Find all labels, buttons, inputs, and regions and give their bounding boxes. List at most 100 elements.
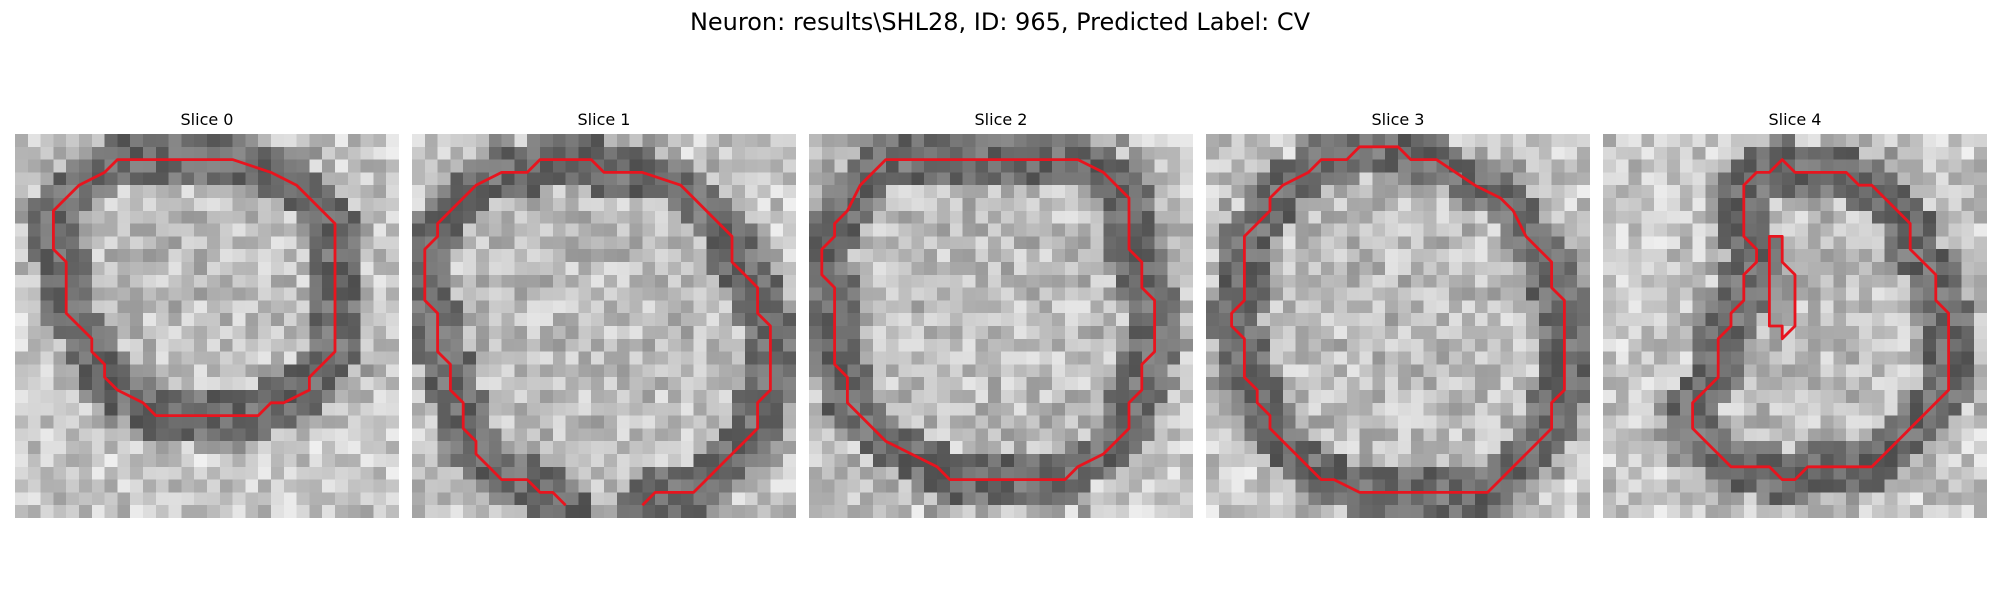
- pixel: [1743, 146, 1757, 160]
- pixel: [1667, 505, 1681, 518]
- pixel: [757, 249, 771, 263]
- pixel: [412, 492, 426, 506]
- pixel: [552, 185, 566, 199]
- pixel: [322, 262, 336, 276]
- pixel: [1564, 479, 1578, 493]
- pixel: [1077, 249, 1091, 263]
- pixel: [1052, 262, 1066, 276]
- pixel: [450, 505, 464, 518]
- pixel: [1065, 338, 1079, 352]
- pixel: [1500, 262, 1514, 276]
- pixel: [1090, 466, 1104, 480]
- pixel: [335, 364, 349, 378]
- pixel: [1282, 326, 1296, 340]
- pixel: [1743, 159, 1757, 173]
- pixel: [1756, 262, 1770, 276]
- pixel: [770, 428, 784, 442]
- pixel: [988, 402, 1002, 416]
- pixel: [988, 146, 1002, 160]
- pixel: [79, 159, 93, 173]
- pixel: [1500, 415, 1514, 429]
- pixel: [1551, 300, 1565, 314]
- pixel: [1577, 492, 1590, 506]
- pixel: [937, 415, 951, 429]
- pixel: [1167, 185, 1181, 199]
- pixel: [821, 287, 835, 301]
- pixel: [1308, 313, 1322, 327]
- pixel: [1013, 454, 1027, 468]
- pixel: [1500, 441, 1514, 455]
- pixel: [1039, 415, 1053, 429]
- pixel: [424, 441, 438, 455]
- pixel: [1065, 210, 1079, 224]
- pixel: [1487, 223, 1501, 237]
- pixel: [1180, 466, 1193, 480]
- pixel: [809, 134, 823, 148]
- pixel: [1385, 428, 1399, 442]
- pixel: [937, 146, 951, 160]
- pixel: [1859, 454, 1873, 468]
- pixel: [1026, 505, 1040, 518]
- pixel: [680, 326, 694, 340]
- pixel: [1743, 313, 1757, 327]
- pixel: [693, 185, 707, 199]
- pixel: [104, 146, 118, 160]
- pixel: [79, 146, 93, 160]
- pixel: [1449, 313, 1463, 327]
- pixel: [1897, 326, 1911, 340]
- pixel: [232, 415, 246, 429]
- pixel: [1974, 287, 1987, 301]
- pixel: [1462, 466, 1476, 480]
- pixel: [450, 185, 464, 199]
- pixel: [79, 262, 93, 276]
- pixel: [1013, 313, 1027, 327]
- pixel: [1346, 172, 1360, 186]
- pixel: [1026, 236, 1040, 250]
- pixel: [79, 185, 93, 199]
- pixel: [540, 441, 554, 455]
- pixel: [1718, 262, 1732, 276]
- pixel: [322, 300, 336, 314]
- pixel: [155, 338, 169, 352]
- pixel: [642, 274, 656, 288]
- pixel: [501, 146, 515, 160]
- pixel: [1270, 377, 1284, 391]
- pixel: [1718, 466, 1732, 480]
- pixel: [719, 300, 733, 314]
- pixel: [296, 249, 310, 263]
- pixel: [655, 326, 669, 340]
- pixel: [1615, 172, 1629, 186]
- pixel: [1308, 249, 1322, 263]
- pixel: [1961, 364, 1975, 378]
- pixel: [450, 479, 464, 493]
- pixel: [1974, 428, 1987, 442]
- pixel: [642, 223, 656, 237]
- pixel: [424, 262, 438, 276]
- pixel: [40, 338, 54, 352]
- pixel: [1141, 134, 1155, 148]
- pixel: [1116, 505, 1130, 518]
- pixel: [732, 415, 746, 429]
- pixel: [488, 454, 502, 468]
- pixel: [1218, 185, 1232, 199]
- pixel: [565, 300, 579, 314]
- pixel: [53, 454, 67, 468]
- pixel: [1270, 351, 1284, 365]
- pixel: [1731, 466, 1745, 480]
- pixel: [476, 466, 490, 480]
- pixel: [271, 505, 285, 518]
- pixel: [309, 415, 323, 429]
- pixel: [1679, 249, 1693, 263]
- pixel: [1769, 454, 1783, 468]
- pixel: [1743, 377, 1757, 391]
- pixel: [1218, 134, 1232, 148]
- pixel: [1935, 287, 1949, 301]
- pixel: [1897, 274, 1911, 288]
- pixel: [1679, 338, 1693, 352]
- pixel: [1487, 377, 1501, 391]
- pixel: [1500, 313, 1514, 327]
- pixel: [642, 441, 656, 455]
- pixel: [1846, 262, 1860, 276]
- pixel: [1910, 159, 1924, 173]
- pixel: [1961, 313, 1975, 327]
